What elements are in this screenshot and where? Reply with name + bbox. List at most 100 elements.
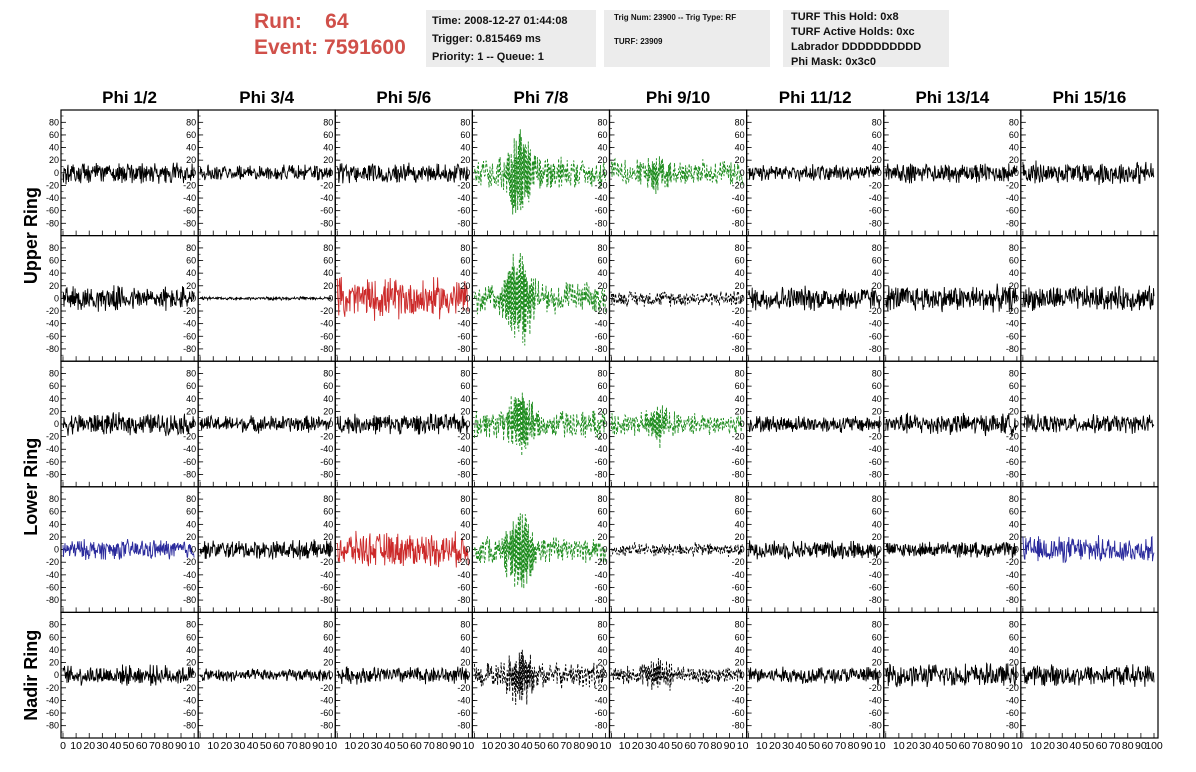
x-tick-label: 80 <box>985 740 997 752</box>
waveform-trace <box>748 540 881 560</box>
x-tick-label: 20 <box>358 740 370 752</box>
column-header: Phi 15/16 <box>1053 88 1127 107</box>
y-tick-label: 60 <box>460 256 470 266</box>
x-tick-label: 90 <box>861 740 873 752</box>
y-tick-label: 80 <box>1009 243 1019 253</box>
x-tick-label: 10 <box>70 740 82 752</box>
x-tick-label: 90 <box>312 740 324 752</box>
x-tick-label: 70 <box>149 740 161 752</box>
y-tick-label: 0 <box>602 545 607 555</box>
x-tick-label: 70 <box>560 740 572 752</box>
y-tick-label: -40 <box>869 193 882 203</box>
y-tick-label: 0 <box>1014 293 1019 303</box>
y-tick-label: 60 <box>323 507 333 517</box>
y-tick-label: -60 <box>594 582 607 592</box>
y-tick-label: 0 <box>54 419 59 429</box>
y-tick-label: 40 <box>49 519 59 529</box>
x-tick-label: 30 <box>508 740 520 752</box>
trig-num-text: Trig Num: 23900 -- Trig Type: RF <box>614 13 737 22</box>
y-tick-label: 0 <box>465 545 470 555</box>
y-tick-label: 40 <box>735 394 745 404</box>
x-tick-label: 10 <box>874 740 886 752</box>
y-tick-label: 20 <box>872 281 882 291</box>
y-tick-label: 80 <box>186 369 196 379</box>
y-tick-label: 60 <box>49 381 59 391</box>
y-tick-label: 80 <box>597 369 607 379</box>
y-tick-label: -20 <box>46 306 59 316</box>
y-tick-label: 0 <box>877 670 882 680</box>
y-tick-label: -60 <box>869 206 882 216</box>
x-tick-label: 60 <box>273 740 285 752</box>
y-tick-label: -40 <box>594 193 607 203</box>
x-tick-label: 30 <box>371 740 383 752</box>
y-tick-label: 0 <box>877 293 882 303</box>
y-tick-label: 0 <box>602 293 607 303</box>
waveform-trace <box>336 665 469 685</box>
y-tick-label: -60 <box>46 206 59 216</box>
y-tick-label: -20 <box>1006 557 1019 567</box>
y-tick-label: -80 <box>594 218 607 228</box>
x-tick-label: 100 <box>1145 740 1163 752</box>
y-tick-label: -60 <box>320 331 333 341</box>
time-info-box: Time: 2008-12-27 01:44:08 Trigger: 0.815… <box>426 10 596 67</box>
x-tick-label: 20 <box>632 740 644 752</box>
y-tick-label: -80 <box>869 469 882 479</box>
y-tick-label: -40 <box>594 570 607 580</box>
y-tick-label: 40 <box>597 645 607 655</box>
y-tick-label: -20 <box>732 432 745 442</box>
y-tick-label: 0 <box>1014 168 1019 178</box>
x-tick-label: 10 <box>1011 740 1023 752</box>
y-tick-label: -40 <box>1006 319 1019 329</box>
y-tick-label: 60 <box>323 130 333 140</box>
x-tick-label: 10 <box>482 740 494 752</box>
waveform-trace <box>748 666 881 686</box>
y-tick-label: -60 <box>457 457 470 467</box>
waveform-trace <box>885 662 1017 688</box>
y-tick-label: -40 <box>46 444 59 454</box>
waveform-trace <box>611 658 744 691</box>
y-tick-label: -20 <box>1006 306 1019 316</box>
y-tick-label: 80 <box>735 620 745 630</box>
x-tick-label: 90 <box>998 740 1010 752</box>
waveform-trace <box>62 162 195 185</box>
y-tick-label: -80 <box>869 218 882 228</box>
y-tick-label: 40 <box>1009 645 1019 655</box>
x-tick-label: 0 <box>60 740 66 752</box>
y-tick-label: 80 <box>49 620 59 630</box>
y-tick-label: 60 <box>597 381 607 391</box>
y-tick-label: 0 <box>328 670 333 680</box>
x-tick-label: 40 <box>110 740 122 752</box>
y-tick-label: -60 <box>183 206 196 216</box>
y-tick-label: -40 <box>183 319 196 329</box>
x-tick-label: 40 <box>658 740 670 752</box>
column-header: Phi 9/10 <box>646 88 710 107</box>
x-tick-label: 80 <box>299 740 311 752</box>
y-tick-label: 40 <box>323 519 333 529</box>
y-tick-label: 60 <box>186 381 196 391</box>
y-tick-label: 20 <box>735 532 745 542</box>
waveform-trace <box>336 162 469 184</box>
y-tick-label: -60 <box>1006 708 1019 718</box>
y-tick-label: 60 <box>597 507 607 517</box>
y-tick-label: -40 <box>46 570 59 580</box>
y-tick-label: -80 <box>183 344 196 354</box>
y-tick-label: -20 <box>869 306 882 316</box>
y-tick-label: 80 <box>597 494 607 504</box>
y-tick-label: 0 <box>465 670 470 680</box>
y-tick-label: 40 <box>872 143 882 153</box>
y-tick-label: 80 <box>323 620 333 630</box>
y-tick-label: -20 <box>183 306 196 316</box>
y-tick-label: 60 <box>597 632 607 642</box>
y-tick-label: -40 <box>457 444 470 454</box>
y-tick-label: -40 <box>1006 193 1019 203</box>
waveform-trace <box>885 541 1018 559</box>
y-tick-label: 60 <box>735 381 745 391</box>
y-tick-label: 40 <box>460 645 470 655</box>
waveform-trace <box>199 414 332 434</box>
x-tick-label: 80 <box>162 740 174 752</box>
x-tick-label: 10 <box>1030 740 1042 752</box>
waveform-trace <box>473 649 606 705</box>
y-tick-label: -80 <box>320 344 333 354</box>
x-tick-label: 40 <box>384 740 396 752</box>
y-tick-label: 60 <box>323 256 333 266</box>
